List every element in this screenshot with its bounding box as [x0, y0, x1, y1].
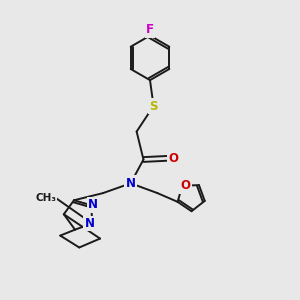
Text: N: N — [85, 217, 95, 230]
Text: O: O — [181, 179, 191, 192]
Text: N: N — [126, 177, 136, 190]
Text: N: N — [88, 198, 98, 211]
Text: F: F — [146, 23, 154, 36]
Text: CH₃: CH₃ — [35, 194, 56, 203]
Text: S: S — [149, 100, 158, 112]
Text: O: O — [169, 152, 179, 165]
